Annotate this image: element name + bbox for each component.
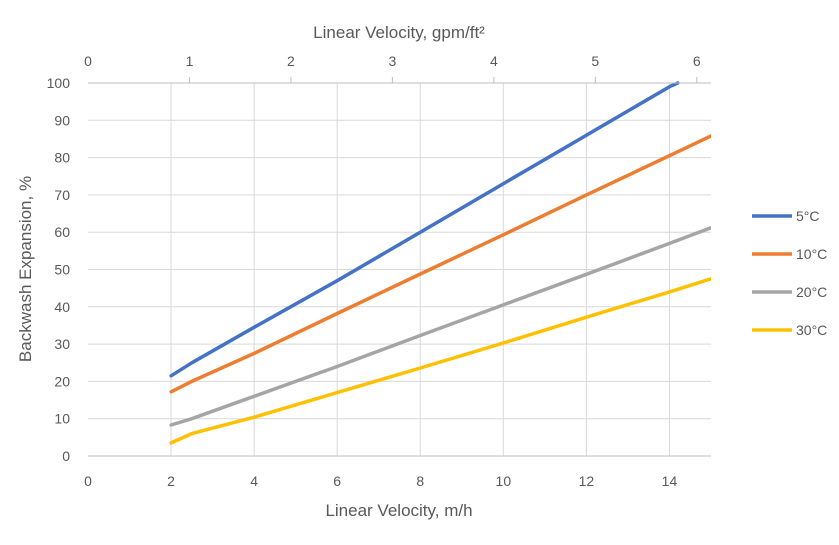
y-tick-label: 100 [47,75,71,91]
x2-tick-label: 2 [287,53,295,69]
x2-axis-title: Linear Velocity, gpm/ft² [313,23,485,42]
series-line-0 [169,81,680,378]
y-tick-label: 90 [54,112,70,128]
y-tick-label: 10 [54,411,70,427]
x2-tick-label: 4 [490,53,498,69]
x2-tick-label: 3 [388,53,396,69]
x2-tick-label: 6 [693,53,701,69]
y-tick-label: 70 [54,187,70,203]
x-tick-label: 4 [250,473,258,489]
y-tick-label: 50 [54,262,70,278]
x-tick-label: 12 [579,473,595,489]
x-tick-label: 6 [333,473,341,489]
legend-label: 10°C [796,246,827,262]
y-tick-label: 20 [54,373,70,389]
x-tick-label: 2 [167,473,175,489]
series-lines [169,81,711,445]
x2-tick-label: 0 [84,53,92,69]
legend: 5°C 10°C 20°C 30°C [752,208,827,338]
y-tick-label: 0 [62,448,70,464]
y-axis-title: Backwash Expansion, % [16,176,35,362]
y-tick-label: 60 [54,224,70,240]
x-tick-label: 14 [662,473,678,489]
series-line-2 [169,225,711,427]
series-line-1 [169,134,711,394]
x-tick-label: 10 [496,473,512,489]
x-tick-label: 8 [416,473,424,489]
x-tick-label: 0 [84,473,92,489]
series-line-3 [169,277,711,445]
legend-label: 20°C [796,284,827,300]
legend-label: 5°C [796,208,820,224]
grid [88,82,711,456]
x2-tick-label: 1 [186,53,194,69]
y-tick-label: 30 [54,336,70,352]
x-axis-title: Linear Velocity, m/h [325,501,472,520]
y-tick-label: 80 [54,150,70,166]
y-tick-label: 40 [54,299,70,315]
x2-tick-label: 5 [591,53,599,69]
legend-label: 30°C [796,322,827,338]
